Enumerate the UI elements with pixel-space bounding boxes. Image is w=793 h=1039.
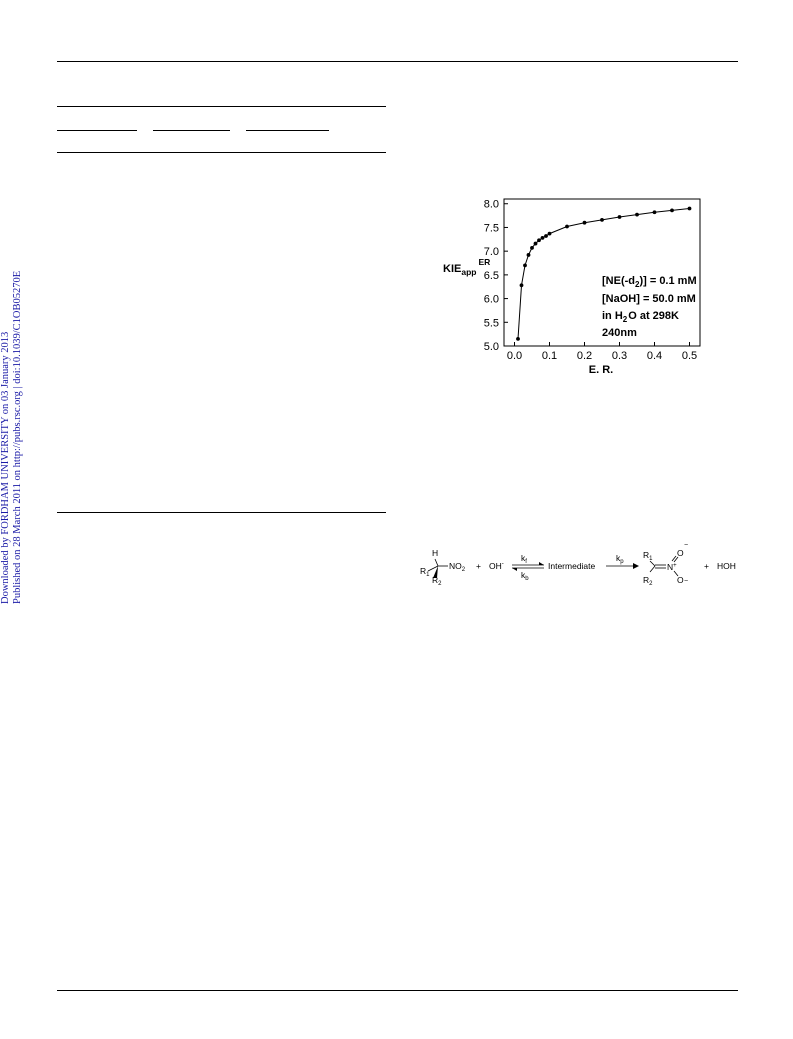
product-o-top: O bbox=[677, 548, 684, 558]
table-sub-rule-3 bbox=[246, 130, 329, 131]
reactant-no2: NO2 bbox=[449, 561, 466, 573]
y-tick-label: 6.0 bbox=[484, 294, 499, 306]
data-point bbox=[516, 336, 520, 341]
product-r2: R2 bbox=[643, 575, 653, 587]
product-o-bottom: O bbox=[677, 575, 684, 585]
reactant-h: H bbox=[432, 548, 438, 558]
data-point bbox=[652, 210, 657, 215]
series-layer bbox=[516, 206, 692, 341]
data-point bbox=[635, 212, 639, 217]
data-point bbox=[687, 206, 692, 211]
plus-1: + bbox=[476, 561, 481, 571]
y-axis: 5.0 5.5 6.0 6.5 7.0 7.5 8.0 bbox=[484, 199, 508, 353]
data-point bbox=[523, 263, 527, 268]
data-point bbox=[540, 235, 545, 240]
kp-label: kp bbox=[616, 553, 624, 565]
y-tick-label: 7.5 bbox=[484, 222, 499, 234]
product-r1: R1 bbox=[643, 550, 653, 562]
annotation-line-3: in H2O at 298K bbox=[602, 310, 679, 324]
x-tick-label: 0.0 bbox=[507, 350, 522, 362]
x-tick-label: 0.4 bbox=[647, 350, 662, 362]
table-header-rule bbox=[57, 152, 386, 153]
data-point bbox=[670, 208, 674, 213]
table-sub-rule-2 bbox=[153, 130, 230, 131]
reactant-r1: R1 bbox=[420, 566, 430, 578]
hydroxide: OH- bbox=[489, 561, 504, 571]
intermediate: Intermediate bbox=[548, 561, 596, 571]
data-point bbox=[530, 245, 534, 250]
x-axis-label: E. R. bbox=[589, 364, 613, 376]
plot-frame bbox=[503, 198, 701, 347]
footer-rule bbox=[57, 990, 738, 991]
product-o-top-charge: − bbox=[684, 542, 688, 549]
data-point bbox=[600, 217, 604, 222]
header-rule bbox=[57, 61, 738, 62]
data-point bbox=[533, 241, 538, 246]
data-point bbox=[537, 238, 541, 243]
plus-2: + bbox=[704, 561, 709, 571]
y-axis-label: KIEappER bbox=[443, 257, 490, 277]
annotation-line-4: 240nm bbox=[602, 327, 637, 339]
y-tick-label: 8.0 bbox=[484, 199, 499, 211]
annotation-line-1: [NE(-d2)] = 0.1 mM bbox=[602, 275, 697, 289]
x-tick-label: 0.3 bbox=[612, 350, 627, 362]
reaction-scheme: H R1 R2 NO2 + OH- kf kb Intermediate kp … bbox=[420, 542, 736, 587]
data-point bbox=[519, 283, 524, 288]
water: HOH bbox=[717, 561, 736, 571]
y-tick-label: 5.0 bbox=[484, 341, 499, 353]
table-sub-rule-1 bbox=[57, 130, 137, 131]
reactant-wedge bbox=[433, 566, 438, 578]
product-n: N+ bbox=[667, 562, 677, 572]
kb-label: kb bbox=[521, 570, 529, 582]
x-axis: 0.0 0.1 0.2 0.3 0.4 0.5 bbox=[507, 342, 697, 362]
table-top-rule bbox=[57, 106, 386, 107]
table-bottom-rule bbox=[57, 512, 386, 513]
reactant-r2: R2 bbox=[432, 575, 442, 587]
y-tick-label: 6.5 bbox=[484, 270, 499, 282]
data-point bbox=[526, 253, 531, 257]
data-point bbox=[544, 234, 548, 238]
product-o-bottom-charge: − bbox=[684, 578, 688, 585]
x-tick-label: 0.5 bbox=[682, 350, 697, 362]
annotation-line-2: [NaOH] = 50.0 mM bbox=[602, 293, 696, 305]
data-point bbox=[582, 220, 587, 225]
data-point bbox=[617, 215, 622, 219]
data-point bbox=[547, 231, 552, 236]
x-tick-label: 0.2 bbox=[577, 350, 592, 362]
x-tick-label: 0.1 bbox=[542, 350, 557, 362]
data-point bbox=[565, 224, 569, 229]
y-tick-label: 7.0 bbox=[484, 246, 499, 258]
y-tick-label: 5.5 bbox=[484, 317, 499, 329]
kf-label: kf bbox=[521, 553, 527, 565]
